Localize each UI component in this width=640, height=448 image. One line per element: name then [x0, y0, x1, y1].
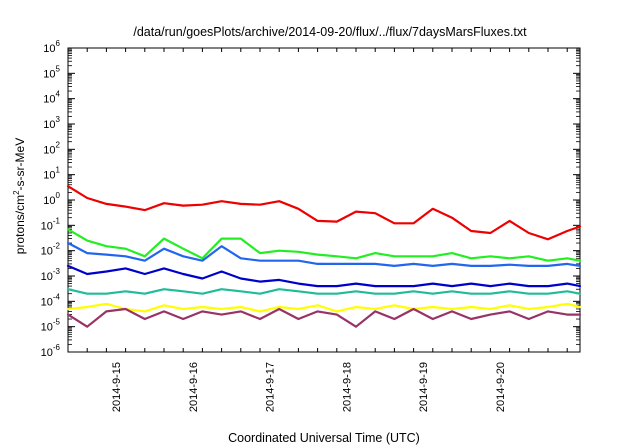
series-layer — [66, 185, 582, 328]
series-line-7 — [66, 307, 582, 328]
x-tick-label: 2014-9-16 — [188, 362, 200, 412]
y-tick-label: 101 — [43, 166, 60, 182]
y-axis: 10-6 10-5 10-4 10-3 10-2 10-1 100 101 102 103 104 1… — [41, 39, 580, 359]
y-axis-label-sup: 2 — [12, 190, 21, 195]
y-tick-label: 103 — [43, 115, 60, 131]
y-tick-label: 10-6 — [41, 343, 61, 359]
y-tick-label: 106 — [43, 39, 60, 55]
y-tick-label: 10-5 — [41, 318, 61, 334]
y-tick-label: 10-2 — [41, 242, 61, 258]
chart-title: /data/run/goesPlots/archive/2014-09-20/f… — [133, 25, 527, 39]
x-axis-label: Coordinated Universal Time (UTC) — [228, 431, 420, 445]
y-tick-label: 105 — [43, 64, 60, 80]
x-axis: 2014-9-15 2014-9-16 2014-9-17 2014-9-18 2014… — [67, 48, 568, 412]
x-tick-label: 2014-9-15 — [111, 362, 123, 412]
series-line-1 — [66, 185, 582, 241]
y-axis-label-base: protons/cm — [13, 195, 27, 254]
series-line-2 — [66, 228, 582, 262]
x-tick-label: 2014-9-18 — [341, 362, 353, 412]
series-line-4 — [66, 264, 582, 288]
y-tick-label: 102 — [43, 140, 60, 156]
series-line-3 — [66, 241, 582, 267]
x-tick-label: 2014-9-20 — [495, 362, 507, 412]
y-tick-label: 10-4 — [41, 292, 61, 308]
x-tick-label: 2014-9-17 — [265, 362, 277, 412]
y-tick-label: 100 — [43, 191, 60, 207]
y-tick-label: 10-1 — [41, 216, 61, 232]
y-axis-label-rest: -s-sr-MeV — [13, 138, 27, 191]
series-line-6 — [66, 302, 582, 313]
y-tick-label: 10-3 — [41, 267, 61, 283]
series-line-5 — [66, 288, 582, 295]
y-axis-label: protons/cm2-s-sr-MeV — [12, 138, 27, 254]
x-tick-label: 2014-9-19 — [418, 362, 430, 412]
y-tick-label: 104 — [43, 90, 60, 106]
